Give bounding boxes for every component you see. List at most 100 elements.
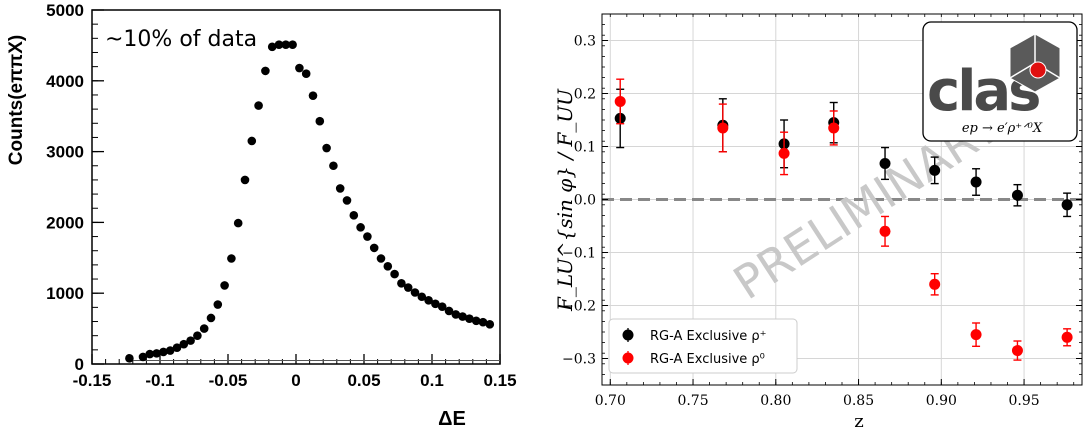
- left-y-tick-label: 0: [75, 355, 84, 374]
- rho-zero-point: [614, 95, 626, 107]
- left-data-point: [206, 313, 216, 323]
- right-x-tick-label: 0.80: [760, 393, 791, 409]
- clas-reaction-caption: ep → e′ρ⁺ᐟ⁰X: [962, 121, 1043, 136]
- left-data-point: [363, 232, 372, 241]
- rho-zero-point: [970, 329, 982, 341]
- left-data-point: [478, 317, 488, 327]
- legend-label-rho-zero: RG-A Exclusive ρ⁰: [650, 352, 765, 367]
- left-y-tick-label: 3000: [46, 143, 84, 162]
- rho-zero-point: [717, 122, 729, 134]
- left-data-point: [349, 211, 359, 220]
- right-x-tick-label: 0.70: [595, 393, 626, 409]
- rho-zero-point: [1011, 345, 1023, 357]
- counts-vs-deltaE-chart: -0.15 -0.1 -0.05 0 0.05 0.1 0.15 0 1000 2000 3000 4…: [6, 1, 517, 430]
- rho-zero-point: [778, 147, 790, 159]
- left-data-point: [233, 218, 243, 228]
- left-data-point: [179, 339, 189, 349]
- left-x-tick-label: 0.05: [347, 371, 380, 390]
- rho-plus-point: [879, 157, 891, 169]
- right-y-axis-label-text: F_LU^{sin φ} / F_UU: [553, 88, 577, 312]
- left-data-point: [465, 314, 474, 323]
- left-data-point: [186, 336, 195, 345]
- left-data-point: [199, 324, 209, 333]
- left-data-point: [397, 278, 406, 288]
- left-data-points: [125, 40, 495, 363]
- left-data-point: [159, 347, 168, 357]
- legend-label-rho-plus: RG-A Exclusive ρ⁺: [650, 329, 767, 344]
- left-plot-frame: [91, 9, 501, 365]
- left-data-point: [437, 302, 447, 311]
- right-y-tick-label: 0.1: [574, 140, 596, 156]
- left-x-tick-label: 0.15: [483, 371, 516, 390]
- left-annotation: ~10% of data: [105, 27, 257, 52]
- right-x-tick-label: 0.95: [1008, 393, 1039, 409]
- right-x-tick-label: 0.90: [926, 393, 957, 409]
- left-data-point: [329, 161, 338, 171]
- left-data-point: [261, 66, 270, 76]
- left-data-point: [301, 69, 311, 79]
- left-data-point: [274, 40, 284, 49]
- left-data-point: [376, 254, 386, 263]
- left-axes: -0.15 -0.1 -0.05 0 0.05 0.1 0.15 0 1000 2000 3000 4…: [46, 1, 516, 390]
- clas-logo-box: clas ep → e′ρ⁺ᐟ⁰X: [922, 21, 1078, 142]
- left-data-point: [342, 196, 352, 205]
- left-data-point: [240, 175, 250, 185]
- left-data-point: [390, 269, 399, 279]
- left-data-point: [471, 316, 481, 326]
- rho-plus-point: [1061, 199, 1073, 211]
- left-data-point: [356, 223, 365, 232]
- left-data-point: [172, 343, 182, 353]
- left-data-point: [322, 143, 331, 153]
- left-data-point: [145, 349, 155, 359]
- left-data-point: [369, 243, 379, 253]
- left-data-point: [227, 254, 236, 263]
- left-x-tick-label: -0.15: [73, 371, 112, 390]
- left-data-point: [138, 352, 148, 362]
- left-data-point: [308, 91, 318, 100]
- rho-plus-point: [970, 176, 982, 188]
- left-data-point: [444, 306, 454, 316]
- right-y-tick-label: 0.3: [574, 34, 596, 50]
- right-x-tick-label: 0.85: [843, 393, 874, 409]
- rho-zero-point: [929, 278, 941, 290]
- rho-zero-point: [879, 225, 891, 237]
- left-x-tick-label: 0.1: [420, 371, 444, 390]
- left-data-point: [295, 63, 304, 73]
- right-y-tick-label: −0.1: [562, 246, 596, 262]
- right-x-axis-label: z: [854, 411, 863, 432]
- left-data-point: [267, 42, 277, 52]
- left-y-tick-label: 1000: [46, 284, 84, 303]
- left-data-point: [485, 320, 495, 329]
- left-data-point: [335, 184, 345, 193]
- left-data-point: [193, 331, 202, 340]
- left-x-tick-label: -0.05: [209, 371, 248, 390]
- left-data-point: [403, 283, 413, 292]
- left-data-point: [383, 261, 393, 271]
- rho-plus-point: [1011, 189, 1023, 201]
- left-data-point: [315, 116, 325, 126]
- right-y-tick-label: 0.2: [574, 87, 596, 103]
- right-plot-frame: [601, 13, 1083, 386]
- left-x-tick-label: 0: [291, 371, 300, 390]
- right-x-tick-label: 0.75: [677, 393, 708, 409]
- left-y-tick-label: 2000: [46, 213, 84, 232]
- left-data-point: [220, 281, 229, 290]
- left-data-point: [165, 346, 175, 355]
- rho-zero-point: [828, 122, 840, 134]
- asymmetry-vs-z-chart: PRELIMINARY 0.70 0.75 0.80 0.85 0.90 0.95−0.3…: [553, 13, 1083, 432]
- rho-plus-point: [929, 164, 941, 176]
- right-legend: RG-A Exclusive ρ⁺ RG-A Exclusive ρ⁰: [608, 318, 798, 374]
- left-x-tick-label: -0.1: [145, 371, 174, 390]
- left-data-point: [213, 300, 223, 309]
- right-y-tick-label: 0.0: [574, 193, 596, 209]
- left-data-point: [458, 312, 467, 321]
- right-y-tick-label: −0.3: [562, 352, 596, 368]
- rho-zero-point: [1061, 331, 1073, 343]
- right-y-tick-label: −0.2: [562, 299, 596, 315]
- left-x-axis-label: ΔE: [438, 408, 466, 430]
- left-data-point: [247, 136, 257, 146]
- left-data-point: [288, 40, 297, 49]
- clas-red-dot-icon: [1029, 61, 1047, 79]
- left-y-tick-label: 5000: [46, 1, 84, 20]
- left-data-point: [424, 295, 433, 305]
